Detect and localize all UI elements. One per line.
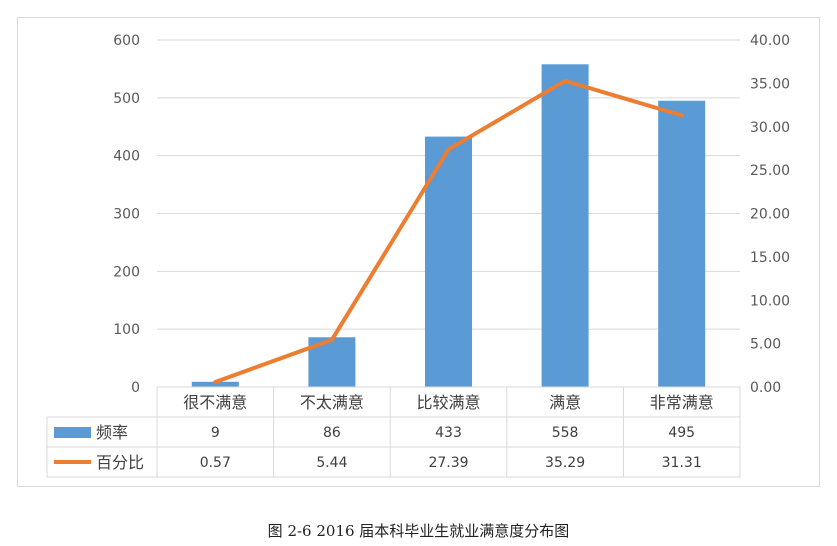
table-value: 31.31	[662, 455, 702, 471]
table-value: 5.44	[316, 455, 347, 471]
table-value: 433	[435, 425, 462, 441]
table-value: 0.57	[200, 455, 231, 471]
y-left-tick-label: 300	[113, 207, 140, 223]
table-value: 27.39	[428, 455, 468, 471]
bar	[541, 64, 589, 387]
table-value: 558	[552, 425, 579, 441]
y-left-tick-label: 0	[131, 380, 140, 396]
table-value: 9	[211, 425, 220, 441]
bar	[191, 381, 239, 387]
category-label: 不太满意	[300, 393, 364, 412]
y-left-tick-label: 600	[113, 33, 140, 49]
figure-caption: 图 2-6 2016 届本科毕业生就业满意度分布图	[267, 522, 570, 540]
series-name: 频率	[96, 423, 128, 442]
y-left-tick-label: 100	[113, 322, 140, 338]
table-value: 35.29	[545, 455, 585, 471]
y-right-tick-label: 30.00	[750, 120, 790, 136]
y-right-tick-label: 35.00	[750, 76, 790, 92]
bar	[658, 100, 706, 387]
category-label: 非常满意	[650, 393, 714, 412]
y-left-tick-label: 500	[113, 91, 140, 107]
category-label: 比较满意	[416, 393, 480, 412]
table-value: 495	[668, 425, 695, 441]
chart-frame	[17, 17, 820, 487]
y-right-tick-label: 20.00	[750, 207, 790, 223]
y-right-tick-label: 40.00	[750, 33, 790, 49]
series-line	[213, 78, 684, 385]
y-left-tick-label: 400	[113, 149, 140, 165]
category-label: 满意	[549, 393, 581, 412]
series-name: 百分比	[96, 453, 144, 472]
y-right-tick-label: 10.00	[750, 293, 790, 309]
legend-key-bar	[54, 427, 91, 438]
table-value: 86	[323, 425, 341, 441]
y-left-tick-label: 200	[113, 264, 140, 280]
category-label: 很不满意	[183, 393, 247, 412]
y-right-tick-label: 0.00	[750, 380, 781, 396]
y-right-tick-label: 25.00	[750, 163, 790, 179]
y-right-tick-label: 5.00	[750, 337, 781, 353]
y-right-tick-label: 15.00	[750, 250, 790, 266]
